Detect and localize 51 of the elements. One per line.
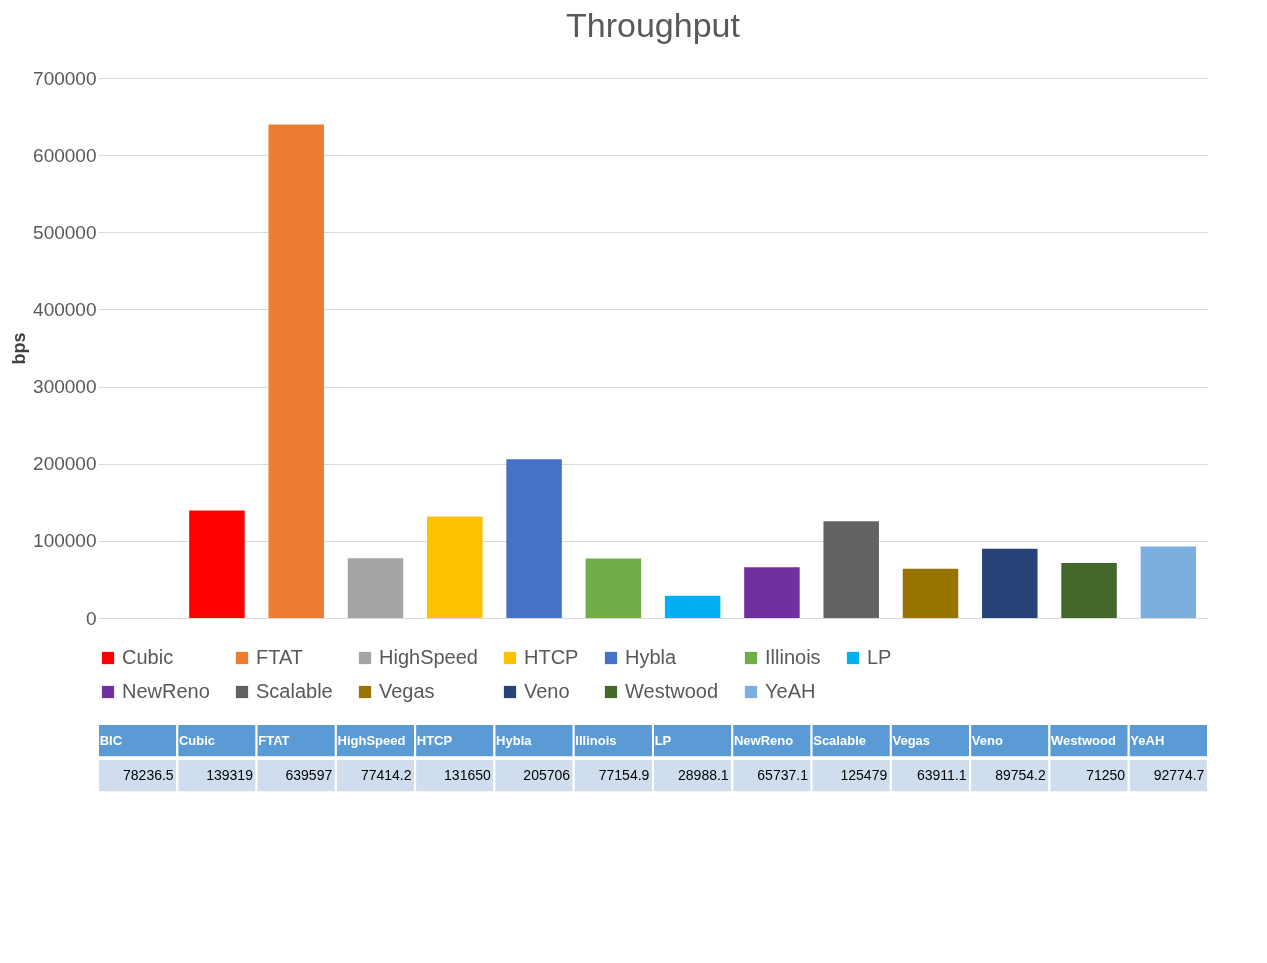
legend-label: Cubic — [122, 646, 174, 668]
legend-label: Hybla — [625, 646, 678, 668]
x-tick-label: Vegas — [892, 732, 931, 748]
x-tick-label: BIC — [99, 732, 123, 748]
text: 131650 — [444, 766, 491, 783]
x-tick-label: LP — [654, 732, 672, 748]
legend-label: NewReno — [122, 680, 210, 702]
text: 125479 — [840, 766, 888, 783]
legend-label: Scalable — [256, 680, 333, 702]
y-tick-label: 200000 — [33, 453, 97, 475]
x-tick-label: HighSpeed — [337, 732, 406, 748]
x-tick-label: Westwood — [1051, 732, 1116, 748]
y-tick-label: 0 — [85, 607, 97, 629]
x-tick-label: Veno — [971, 732, 1003, 748]
text: 63911.1 — [916, 766, 967, 783]
text: 639597 — [285, 766, 333, 783]
text: 139319 — [206, 766, 253, 783]
legend-label: HighSpeed — [379, 646, 478, 668]
y-tick-label: 100000 — [33, 530, 97, 552]
text: 78236.5 — [123, 766, 174, 783]
chart-title: Throughput — [566, 6, 741, 44]
legend-label: Vegas — [379, 680, 435, 702]
text: 205706 — [523, 766, 571, 783]
y-axis-title: bps — [9, 332, 30, 365]
legend-label: Westwood — [625, 680, 719, 702]
y-tick-label: 600000 — [33, 144, 97, 166]
x-tick-label: YeAH — [1130, 732, 1165, 748]
y-tick-label: 500000 — [33, 221, 97, 243]
legend-label: LP — [867, 646, 892, 668]
legend-label: FTAT — [256, 646, 304, 668]
text: 28988.1 — [678, 766, 729, 783]
text: 92774.7 — [1153, 766, 1205, 783]
x-tick-label: Scalable — [813, 732, 866, 748]
x-tick-label: HTCP — [416, 732, 453, 748]
y-tick-label: 700000 — [33, 67, 97, 89]
x-tick-label: Illinois — [575, 732, 617, 748]
text: 77154.9 — [598, 766, 650, 783]
text: 77414.2 — [360, 766, 412, 783]
text: 89754.2 — [995, 766, 1046, 783]
legend-label: YeAH — [765, 680, 816, 702]
x-tick-label: Hybla — [496, 732, 533, 748]
y-tick-label: 400000 — [33, 298, 97, 320]
text: 65737.1 — [757, 766, 808, 783]
x-tick-label: NewReno — [733, 732, 794, 748]
y-tick-label: 300000 — [33, 376, 97, 398]
legend-label: HTCP — [524, 646, 579, 668]
x-tick-label: Cubic — [178, 732, 216, 748]
legend-label: Veno — [524, 680, 570, 702]
legend-label: Illinois — [765, 646, 821, 668]
text: 71250 — [1086, 766, 1126, 783]
x-tick-label: FTAT — [258, 732, 290, 748]
